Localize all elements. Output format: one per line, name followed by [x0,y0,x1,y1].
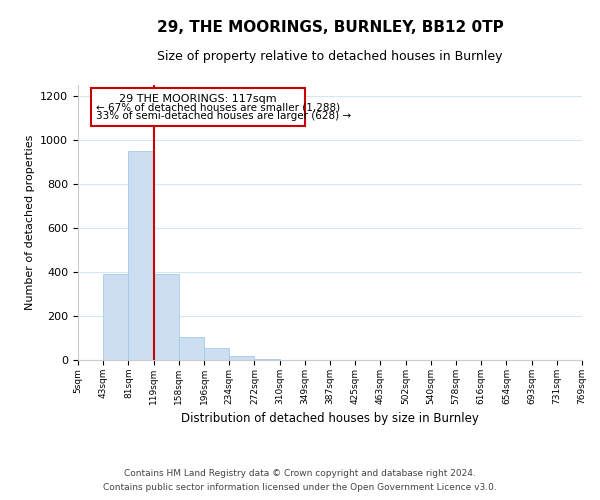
Y-axis label: Number of detached properties: Number of detached properties [25,135,35,310]
Text: 33% of semi-detached houses are larger (628) →: 33% of semi-detached houses are larger (… [95,112,351,122]
Text: 29 THE MOORINGS: 117sqm: 29 THE MOORINGS: 117sqm [119,94,277,104]
Bar [254,359,280,360]
Bar [128,151,154,360]
Text: ← 67% of detached houses are smaller (1,288): ← 67% of detached houses are smaller (1,… [95,102,340,113]
Bar [204,348,229,360]
Bar [103,274,128,360]
Text: Size of property relative to detached houses in Burnley: Size of property relative to detached ho… [157,50,503,63]
Bar [179,337,204,360]
Bar [154,274,179,360]
Text: Contains public sector information licensed under the Open Government Licence v3: Contains public sector information licen… [103,484,497,492]
Bar [229,356,254,360]
Text: Contains HM Land Registry data © Crown copyright and database right 2024.: Contains HM Land Registry data © Crown c… [124,468,476,477]
Text: 29, THE MOORINGS, BURNLEY, BB12 0TP: 29, THE MOORINGS, BURNLEY, BB12 0TP [157,20,503,35]
FancyBboxPatch shape [91,88,305,126]
X-axis label: Distribution of detached houses by size in Burnley: Distribution of detached houses by size … [181,412,479,426]
